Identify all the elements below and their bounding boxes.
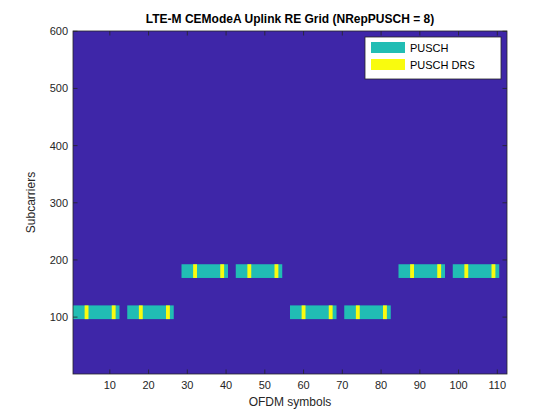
legend: PUSCH PUSCH DRS [365,37,501,79]
re-block [492,264,496,278]
re-block [247,264,251,278]
re-block [464,264,468,278]
x-tick [458,370,459,375]
y-tick-label: 400 [50,140,68,152]
re-block [73,305,120,319]
y-tick [73,145,78,146]
x-tick-label: 40 [220,379,232,391]
re-block [399,264,446,278]
re-block [220,264,224,278]
re-block [275,264,279,278]
x-tick [264,370,265,375]
re-block [302,305,306,319]
x-tick [458,31,459,36]
x-tick [187,370,188,375]
y-tick [73,259,78,260]
x-tick-label: 70 [336,379,348,391]
legend-swatch [371,42,405,53]
x-tick-label: 20 [142,379,154,391]
legend-swatch [371,59,405,70]
x-tick [497,370,498,375]
x-tick-label: 60 [297,379,309,391]
chart: 10 20 30 40 50 60 70 80 90 100 110 100 200 300 400 500 6… [0,0,560,420]
y-tick-label: 100 [50,311,68,323]
x-tick-label: 30 [181,379,193,391]
re-block [193,264,197,278]
x-tick-label: 80 [375,379,387,391]
re-block [127,305,174,319]
x-axis-label: OFDM symbols [249,395,332,409]
x-tick [342,370,343,375]
x-tick [148,31,149,36]
x-tick [226,31,227,36]
y-tick-label: 300 [50,197,68,209]
re-block [182,264,229,278]
marks [73,264,499,319]
re-block [453,264,500,278]
y-tick-label: 200 [50,254,68,266]
y-tick [503,88,508,89]
re-block [112,305,116,319]
re-block [410,264,414,278]
y-tick [73,31,78,32]
x-tick [381,31,382,36]
re-block [329,305,333,319]
x-tick [109,370,110,375]
x-tick [109,31,110,36]
x-tick-label: 110 [489,379,507,391]
x-tick-label: 10 [104,379,116,391]
axes-frame [73,31,507,374]
y-tick-label: 500 [50,82,68,94]
re-block [85,305,89,319]
y-tick [73,202,78,203]
y-axis-label: Subcarriers [24,172,38,233]
y-tick [503,317,508,318]
x-tick [226,370,227,375]
re-block [383,305,387,319]
y-tick [503,259,508,260]
x-tick [303,370,304,375]
x-tick [264,31,265,36]
title: LTE-M CEModeA Uplink RE Grid (NRepPUSCH … [146,12,434,26]
legend-label: PUSCH [410,42,449,54]
legend-label: PUSCH DRS [410,59,475,71]
y-tick [503,202,508,203]
x-tick-label: 90 [414,379,426,391]
x-tick [419,31,420,36]
x-tick-label: 100 [449,379,467,391]
re-block [290,305,337,319]
x-tick [497,31,498,36]
x-tick [148,370,149,375]
y-tick [73,88,78,89]
legend-box [365,37,501,79]
x-tick-label: 50 [259,379,271,391]
re-block [139,305,143,319]
x-tick [303,31,304,36]
re-block [344,305,391,319]
x-tick [187,31,188,36]
y-tick [503,145,508,146]
y-tick-label: 600 [50,25,68,37]
re-block [166,305,170,319]
y-tick [503,31,508,32]
re-block [356,305,360,319]
x-tick [342,31,343,36]
re-block [437,264,441,278]
x-tick [381,370,382,375]
x-tick [419,370,420,375]
grid-background [73,31,507,374]
re-block [236,264,283,278]
y-tick [73,317,78,318]
